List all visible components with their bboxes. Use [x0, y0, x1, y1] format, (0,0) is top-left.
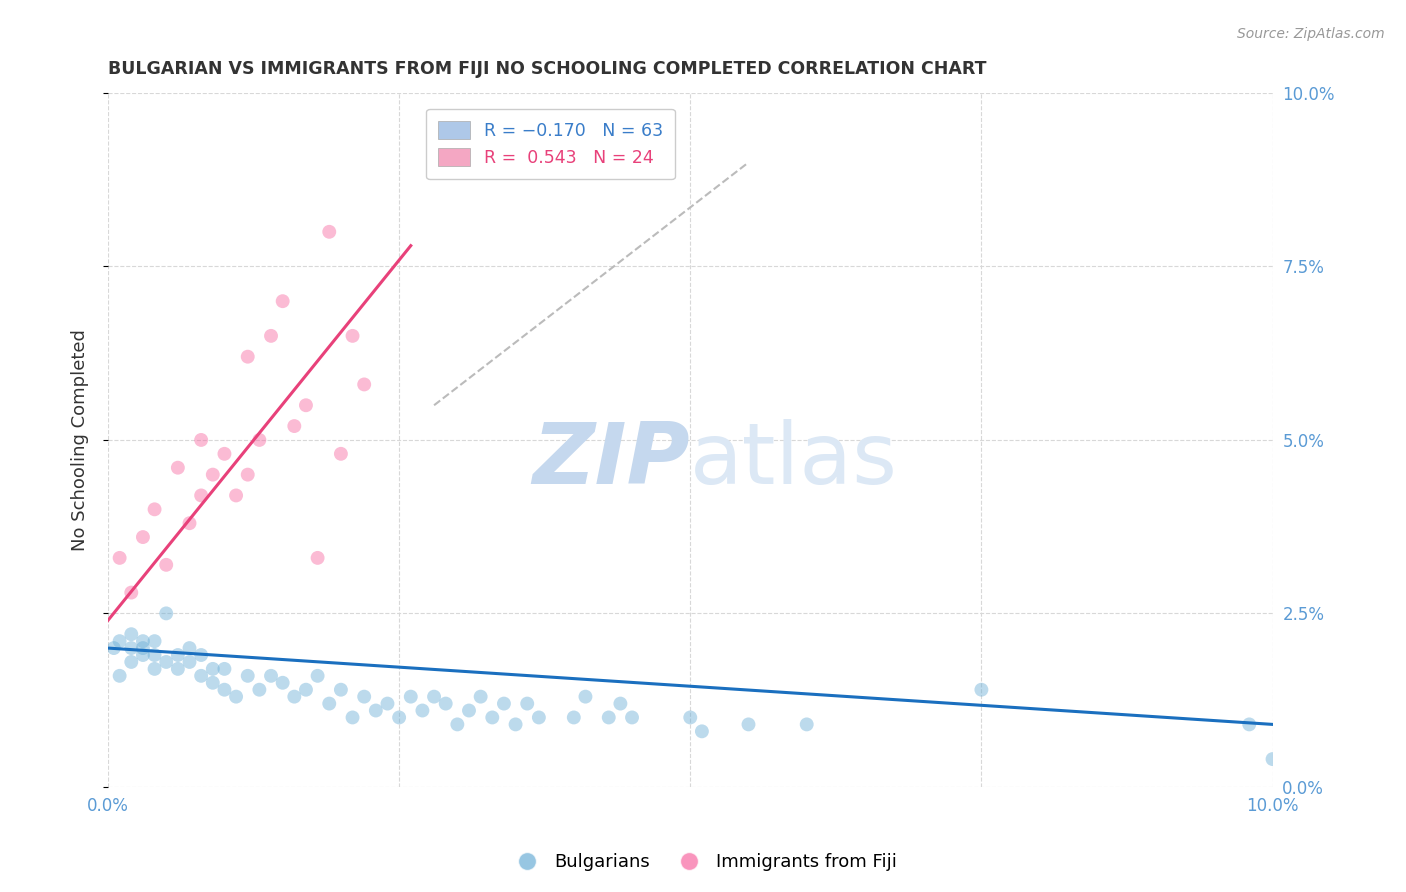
Point — [621, 710, 644, 724]
Legend: Bulgarians, Immigrants from Fiji: Bulgarians, Immigrants from Fiji — [502, 847, 904, 879]
Point — [353, 690, 375, 704]
Point — [167, 648, 190, 662]
Point — [423, 690, 446, 704]
Text: atlas: atlas — [690, 419, 898, 502]
Point — [236, 467, 259, 482]
Point — [214, 662, 236, 676]
Point — [167, 460, 190, 475]
Point — [108, 634, 131, 648]
Point — [179, 655, 201, 669]
Point — [143, 502, 166, 516]
Point — [318, 697, 340, 711]
Point — [970, 682, 993, 697]
Point — [236, 669, 259, 683]
Y-axis label: No Schooling Completed: No Schooling Completed — [72, 329, 89, 551]
Point — [201, 467, 224, 482]
Point — [155, 558, 177, 572]
Point — [609, 697, 631, 711]
Point — [1239, 717, 1261, 731]
Point — [329, 682, 352, 697]
Point — [214, 682, 236, 697]
Point — [516, 697, 538, 711]
Point — [318, 225, 340, 239]
Point — [167, 662, 190, 676]
Point — [214, 447, 236, 461]
Point — [470, 690, 492, 704]
Point — [481, 710, 503, 724]
Point — [260, 669, 283, 683]
Point — [190, 669, 212, 683]
Point — [679, 710, 702, 724]
Point — [353, 377, 375, 392]
Point — [796, 717, 818, 731]
Point — [260, 329, 283, 343]
Point — [247, 433, 270, 447]
Point — [201, 675, 224, 690]
Point — [143, 648, 166, 662]
Point — [283, 690, 305, 704]
Point — [190, 488, 212, 502]
Point — [120, 585, 142, 599]
Point — [505, 717, 527, 731]
Point — [108, 669, 131, 683]
Point — [307, 550, 329, 565]
Text: BULGARIAN VS IMMIGRANTS FROM FIJI NO SCHOOLING COMPLETED CORRELATION CHART: BULGARIAN VS IMMIGRANTS FROM FIJI NO SCH… — [108, 60, 987, 78]
Point — [120, 627, 142, 641]
Point — [132, 634, 155, 648]
Point — [574, 690, 596, 704]
Point — [155, 607, 177, 621]
Point — [598, 710, 620, 724]
Point — [247, 682, 270, 697]
Point — [120, 655, 142, 669]
Point — [225, 690, 247, 704]
Point — [108, 550, 131, 565]
Point — [342, 710, 364, 724]
Point — [527, 710, 550, 724]
Point — [190, 433, 212, 447]
Point — [132, 648, 155, 662]
Point — [295, 682, 318, 697]
Text: Source: ZipAtlas.com: Source: ZipAtlas.com — [1237, 27, 1385, 41]
Point — [120, 641, 142, 656]
Point — [388, 710, 411, 724]
Point — [377, 697, 399, 711]
Point — [179, 641, 201, 656]
Point — [562, 710, 585, 724]
Point — [364, 704, 387, 718]
Point — [434, 697, 457, 711]
Point — [295, 398, 318, 412]
Point — [271, 294, 294, 309]
Point — [132, 530, 155, 544]
Point — [201, 662, 224, 676]
Text: ZIP: ZIP — [533, 419, 690, 502]
Point — [103, 641, 125, 656]
Point — [132, 641, 155, 656]
Point — [492, 697, 515, 711]
Point — [283, 419, 305, 434]
Point — [690, 724, 713, 739]
Point — [329, 447, 352, 461]
Point — [155, 655, 177, 669]
Point — [190, 648, 212, 662]
Point — [1261, 752, 1284, 766]
Point — [143, 634, 166, 648]
Point — [307, 669, 329, 683]
Point — [411, 704, 433, 718]
Point — [737, 717, 759, 731]
Point — [458, 704, 481, 718]
Point — [179, 516, 201, 531]
Point — [446, 717, 468, 731]
Point — [236, 350, 259, 364]
Point — [342, 329, 364, 343]
Point — [143, 662, 166, 676]
Legend: R = −0.170   N = 63, R =  0.543   N = 24: R = −0.170 N = 63, R = 0.543 N = 24 — [426, 109, 675, 179]
Point — [271, 675, 294, 690]
Point — [225, 488, 247, 502]
Point — [399, 690, 422, 704]
